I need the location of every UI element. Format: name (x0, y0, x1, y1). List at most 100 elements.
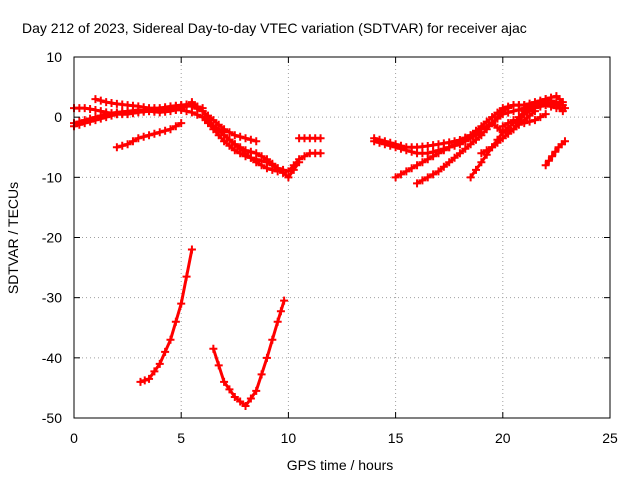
x-tick-label: 25 (602, 430, 618, 446)
data-point (541, 110, 550, 119)
data-point (91, 95, 100, 104)
data-point (112, 143, 121, 152)
data-point (380, 140, 389, 149)
data-point (225, 135, 234, 144)
data-point (246, 135, 255, 144)
series-arc11 (209, 296, 289, 410)
data-point (547, 99, 556, 108)
series-arc19 (498, 110, 550, 131)
data-point (450, 140, 459, 149)
data-point (230, 140, 239, 149)
data-point (530, 107, 539, 116)
series-group (70, 92, 569, 410)
data-point (396, 170, 405, 179)
data-point (413, 161, 422, 170)
data-point (204, 119, 212, 128)
data-point (150, 129, 159, 138)
data-point (273, 167, 282, 176)
series-line (139, 248, 194, 384)
x-tick-label: 10 (281, 430, 297, 446)
data-point (279, 165, 288, 174)
x-tick-label: 5 (177, 430, 185, 446)
data-point (461, 144, 470, 153)
data-point (86, 117, 95, 126)
data-point (504, 104, 513, 113)
data-point (134, 134, 143, 143)
y-tick-label: -30 (42, 290, 62, 306)
data-point (155, 128, 164, 137)
data-point (193, 102, 202, 111)
data-point (466, 140, 475, 149)
data-point (171, 122, 180, 131)
data-point (187, 245, 196, 254)
y-tick-label: -50 (42, 410, 62, 426)
data-point (455, 137, 464, 146)
data-point (482, 146, 491, 155)
data-point (477, 131, 486, 140)
series-arc20 (541, 137, 569, 170)
data-point (498, 134, 507, 143)
data-point (536, 113, 545, 122)
data-point (418, 176, 427, 185)
data-point (493, 113, 502, 122)
data-point (241, 149, 250, 158)
data-point (509, 116, 518, 125)
data-point (145, 374, 154, 383)
series-arc10 (136, 245, 196, 386)
data-point (182, 272, 191, 281)
data-point (236, 397, 245, 406)
data-point (407, 147, 416, 156)
data-point (209, 125, 218, 134)
data-point (466, 131, 475, 140)
data-point (161, 347, 170, 356)
data-point (407, 164, 416, 173)
y-tick-label: 0 (54, 109, 62, 125)
data-point (187, 98, 196, 107)
data-point (241, 134, 250, 143)
y-axis-label: SDTVAR / TECUs (5, 182, 21, 294)
data-point (252, 386, 261, 395)
data-point (413, 179, 422, 188)
data-point (257, 370, 266, 379)
data-point (177, 299, 186, 308)
data-point (423, 173, 432, 182)
data-point (402, 167, 411, 176)
data-point (225, 128, 234, 137)
tick-labels: 0 5 10 15 20 25 10 0 -10 -20 -30 -40 -50 (42, 49, 618, 446)
data-point (262, 164, 271, 173)
data-point (273, 317, 282, 326)
data-point (150, 367, 159, 376)
data-point (236, 144, 245, 153)
x-axis-label: GPS time / hours (287, 457, 394, 473)
data-point (246, 153, 255, 162)
data-point (482, 117, 491, 126)
data-point (257, 161, 266, 170)
data-point (177, 119, 186, 128)
data-point (80, 119, 89, 128)
data-point (455, 149, 464, 158)
data-point (220, 377, 229, 386)
data-point (466, 173, 475, 182)
data-point (445, 143, 454, 152)
data-point (171, 317, 180, 326)
data-point (246, 394, 255, 403)
data-point (439, 146, 448, 155)
data-point (155, 359, 164, 368)
data-point (136, 377, 145, 386)
series-arc8 (220, 131, 282, 176)
data-point (544, 156, 553, 165)
data-point (488, 143, 497, 152)
data-point (91, 105, 100, 114)
series-arc9 (295, 134, 325, 143)
y-tick-label: -40 (42, 350, 62, 366)
data-point (477, 158, 486, 167)
data-point (396, 144, 405, 153)
series-line (211, 299, 286, 408)
data-point (96, 96, 105, 105)
data-point (429, 152, 438, 161)
data-point (482, 125, 491, 134)
data-point (123, 140, 132, 149)
data-point (236, 132, 245, 141)
data-point (140, 376, 149, 385)
